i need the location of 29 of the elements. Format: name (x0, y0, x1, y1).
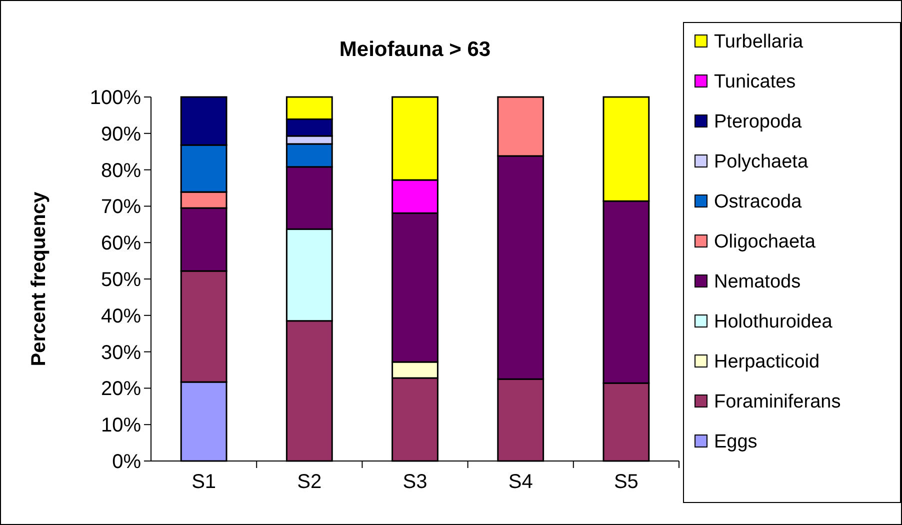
legend-label: Herpacticoid (714, 352, 820, 373)
legend-label: Turbellaria (714, 32, 804, 53)
y-tick-label: 100% (90, 87, 142, 109)
legend-label: Tunicates (714, 72, 796, 93)
legend-label: Nematods (714, 272, 801, 293)
legend-label: Foraminiferans (714, 392, 841, 413)
y-tick-label: 40% (100, 305, 142, 328)
x-tick-label: S2 (297, 471, 322, 493)
legend-label: Oligochaeta (714, 232, 816, 253)
legend-label: Pteropoda (714, 112, 802, 133)
legend-label: Holothuroidea (714, 312, 833, 333)
legend-label: Polychaeta (714, 152, 808, 173)
y-tick-label: 10% (100, 414, 142, 437)
y-tick-label: 20% (100, 378, 142, 400)
y-tick-label: 0% (112, 451, 142, 473)
x-tick-label: S5 (614, 471, 638, 493)
y-tick-label: 80% (100, 160, 142, 182)
legend-label: Ostracoda (714, 192, 802, 213)
chart-title: Meiofauna > 63 (339, 38, 491, 61)
legend-label: Eggs (714, 432, 758, 453)
x-tick-label: S3 (402, 471, 428, 493)
y-tick-label: 30% (100, 342, 142, 364)
x-tick-label: S1 (192, 471, 216, 493)
y-tick-label: 70% (100, 196, 142, 218)
y-axis-title: Percent frequency (28, 190, 50, 366)
x-tick-label: S4 (508, 471, 533, 493)
y-tick-label: 90% (100, 123, 142, 146)
y-tick-label: 50% (100, 269, 142, 291)
y-tick-label: 60% (100, 232, 142, 255)
